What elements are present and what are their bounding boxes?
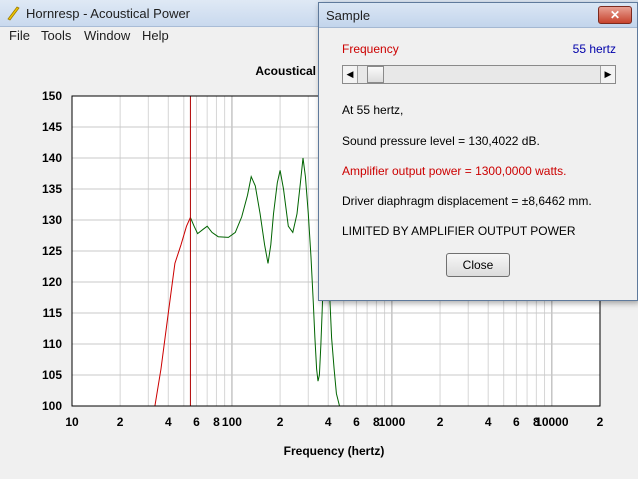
x-tick-label: 6 — [513, 415, 520, 429]
menu-file[interactable]: File — [9, 28, 30, 43]
info-frequency-line: At 55 hertz, — [342, 103, 404, 117]
x-tick-label: 2 — [597, 415, 604, 429]
frequency-label: Frequency — [342, 42, 399, 56]
window-title: Hornresp - Acoustical Power — [26, 6, 191, 21]
y-tick-label: 145 — [42, 120, 62, 134]
y-tick-label: 140 — [42, 151, 62, 165]
x-tick-label: 8 — [213, 415, 220, 429]
x-tick-label: 2 — [277, 415, 284, 429]
info-limit-line: LIMITED BY AMPLIFIER OUTPUT POWER — [342, 224, 576, 238]
x-tick-label: 10000 — [535, 415, 569, 429]
info-power-line: Amplifier output power = 1300,0000 watts… — [342, 164, 567, 178]
slider-thumb[interactable] — [367, 66, 384, 83]
hornresp-app-icon — [7, 6, 20, 21]
sample-dialog: Sample ✕ Frequency 55 hertz ◀ ▶ At 55 he… — [318, 2, 638, 301]
x-axis-label: Frequency (hertz) — [283, 444, 385, 458]
x-tick-label: 4 — [325, 415, 332, 429]
y-tick-label: 110 — [43, 337, 63, 351]
x-tick-label: 6 — [193, 415, 200, 429]
close-icon[interactable]: ✕ — [598, 6, 632, 24]
info-spl-line: Sound pressure level = 130,4022 dB. — [342, 134, 540, 148]
x-tick-label: 2 — [117, 415, 124, 429]
x-tick-label: 10 — [65, 415, 79, 429]
slider-right-arrow-icon[interactable]: ▶ — [600, 66, 615, 83]
x-tick-label: 8 — [373, 415, 380, 429]
y-tick-label: 150 — [42, 89, 62, 103]
x-tick-label: 4 — [485, 415, 492, 429]
x-tick-label: 4 — [165, 415, 172, 429]
x-tick-label: 8 — [533, 415, 540, 429]
menu-tools[interactable]: Tools — [41, 28, 72, 43]
close-button[interactable]: Close — [446, 253, 510, 277]
series-line-0 — [154, 217, 191, 407]
x-tick-label: 1000 — [379, 415, 406, 429]
info-displacement-line: Driver diaphragm displacement = ±8,6462 … — [342, 194, 592, 208]
menu-help[interactable]: Help — [142, 28, 169, 43]
menu-window[interactable]: Window — [84, 28, 131, 43]
y-tick-label: 105 — [42, 368, 62, 382]
slider-left-arrow-icon[interactable]: ◀ — [343, 66, 358, 83]
y-tick-label: 120 — [42, 275, 62, 289]
y-tick-label: 130 — [42, 213, 62, 227]
dialog-title-bar[interactable]: Sample ✕ — [319, 3, 637, 28]
x-tick-label: 100 — [222, 415, 242, 429]
y-tick-label: 100 — [42, 399, 62, 413]
x-tick-label: 6 — [353, 415, 360, 429]
dialog-title: Sample — [326, 8, 371, 23]
frequency-value: 55 hertz — [572, 42, 616, 56]
y-tick-label: 125 — [42, 244, 62, 258]
x-tick-label: 2 — [437, 415, 444, 429]
y-tick-label: 135 — [42, 182, 62, 196]
frequency-slider[interactable]: ◀ ▶ — [342, 65, 616, 84]
y-tick-label: 115 — [43, 306, 63, 320]
